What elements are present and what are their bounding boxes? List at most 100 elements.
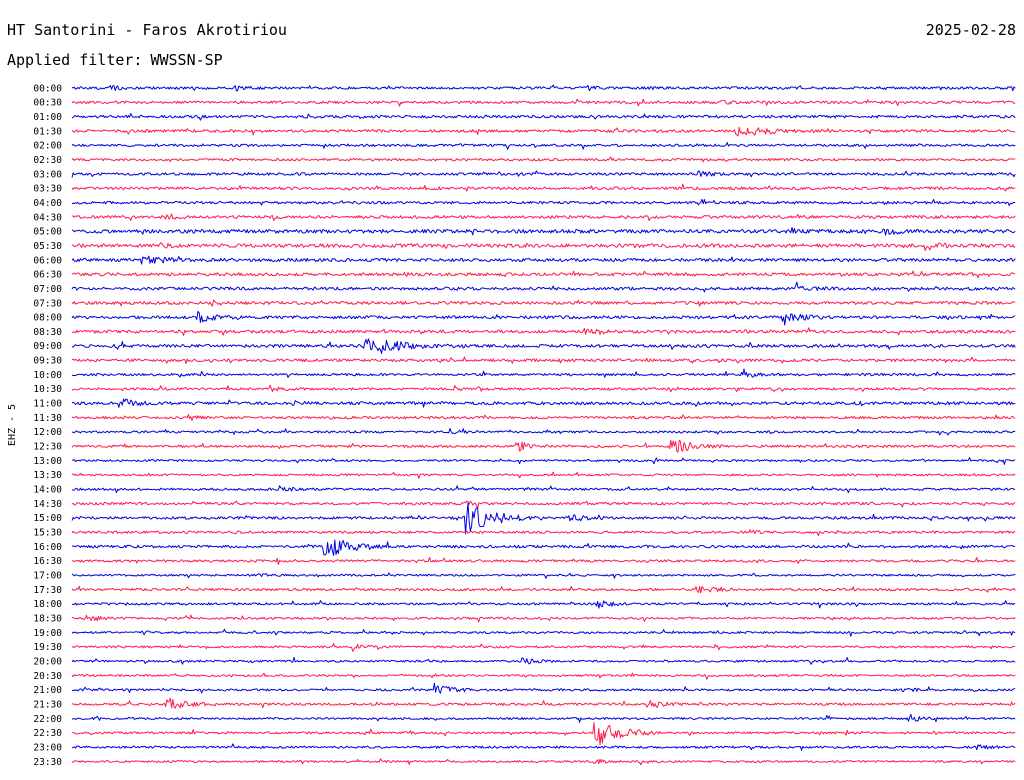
row-label-0900: 09:00 — [33, 341, 62, 352]
trace-row-0730 — [71, 299, 1016, 307]
trace-row-0530 — [71, 242, 1016, 252]
row-label-1730: 17:30 — [33, 585, 62, 596]
row-label-1230: 12:30 — [33, 442, 62, 453]
row-label-1800: 18:00 — [33, 599, 62, 610]
time-row-labels: 00:00 00:30 01:00 01:30 02:00 02:30 03:00 03:30… — [33, 83, 62, 768]
row-label-2230: 22:30 — [33, 728, 62, 739]
trace-row-2200 — [71, 713, 1016, 723]
row-label-0330: 03:30 — [33, 184, 62, 195]
row-label-1300: 13:00 — [33, 456, 62, 467]
trace-row-2330 — [71, 758, 1016, 766]
trace-row-1700 — [71, 572, 1016, 579]
trace-row-1600 — [71, 539, 1016, 556]
trace-row-0800 — [71, 310, 1016, 326]
row-label-0600: 06:00 — [33, 255, 62, 266]
row-label-1330: 13:30 — [33, 470, 62, 481]
filter-name: WWSSN-SP — [150, 51, 223, 69]
trace-row-2100 — [71, 682, 1016, 694]
trace-row-1030 — [71, 384, 1016, 393]
trace-row-2230 — [71, 722, 1016, 746]
trace-row-0600 — [71, 255, 1016, 265]
trace-row-0130 — [71, 126, 1016, 137]
station-title: HT Santorini - Faros Akrotiriou — [7, 21, 287, 39]
record-date: 2025-02-28 — [925, 21, 1016, 39]
row-label-0100: 01:00 — [33, 112, 62, 123]
trace-row-2130 — [71, 697, 1016, 709]
row-label-1630: 16:30 — [33, 556, 62, 567]
row-label-1500: 15:00 — [33, 513, 62, 524]
trace-row-0100 — [71, 113, 1016, 121]
trace-row-1530 — [71, 529, 1016, 537]
trace-row-1900 — [71, 628, 1016, 637]
row-label-0300: 03:00 — [33, 169, 62, 180]
row-label-2100: 21:00 — [33, 685, 62, 696]
row-label-1030: 10:30 — [33, 384, 62, 395]
row-label-2200: 22:00 — [33, 714, 62, 725]
row-label-2300: 23:00 — [33, 742, 62, 753]
trace-row-1730 — [71, 585, 1016, 594]
trace-row-0300 — [71, 170, 1016, 178]
row-label-0530: 05:30 — [33, 241, 62, 252]
trace-row-1100 — [71, 398, 1016, 408]
trace-row-0230 — [71, 156, 1016, 163]
trace-row-1800 — [71, 600, 1016, 609]
row-label-1130: 11:30 — [33, 413, 62, 424]
row-label-1700: 17:00 — [33, 571, 62, 582]
row-label-0400: 04:00 — [33, 198, 62, 209]
row-label-1930: 19:30 — [33, 642, 62, 653]
trace-row-1000 — [71, 368, 1016, 378]
row-label-0200: 02:00 — [33, 141, 62, 152]
trace-row-0500 — [71, 227, 1016, 236]
trace-row-2000 — [71, 656, 1016, 665]
row-label-0500: 05:00 — [33, 227, 62, 238]
row-label-2330: 23:30 — [33, 757, 62, 768]
trace-row-0900 — [71, 338, 1016, 354]
trace-row-1230 — [71, 439, 1016, 453]
trace-row-2300 — [71, 743, 1016, 751]
row-label-1830: 18:30 — [33, 614, 62, 625]
row-label-0830: 08:30 — [33, 327, 62, 338]
row-label-0230: 02:30 — [33, 155, 62, 166]
trace-row-1200 — [71, 428, 1016, 436]
row-label-0000: 00:00 — [33, 83, 62, 94]
trace-row-0630 — [71, 270, 1016, 279]
row-label-1000: 10:00 — [33, 370, 62, 381]
row-label-0930: 09:30 — [33, 356, 62, 367]
row-label-2130: 21:30 — [33, 699, 62, 710]
row-label-0430: 04:30 — [33, 212, 62, 223]
trace-row-0030 — [71, 98, 1016, 107]
trace-row-1500 — [71, 502, 1016, 535]
trace-row-0330 — [71, 183, 1016, 192]
trace-row-1400 — [71, 485, 1016, 494]
trace-row-1300 — [71, 457, 1016, 465]
trace-row-0200 — [71, 142, 1016, 150]
row-label-1530: 15:30 — [33, 528, 62, 539]
trace-row-0400 — [71, 198, 1016, 206]
row-label-1200: 12:00 — [33, 427, 62, 438]
trace-row-1330 — [71, 471, 1016, 479]
trace-row-0430 — [71, 213, 1016, 222]
filter-label: Applied filter: — [7, 51, 143, 69]
row-label-0130: 01:30 — [33, 126, 62, 137]
row-label-1400: 14:00 — [33, 485, 62, 496]
row-label-2030: 20:30 — [33, 671, 62, 682]
row-label-1900: 19:00 — [33, 628, 62, 639]
row-label-0730: 07:30 — [33, 298, 62, 309]
row-label-0800: 08:00 — [33, 313, 62, 324]
trace-row-1130 — [71, 414, 1016, 421]
trace-row-1430 — [71, 500, 1016, 509]
row-label-1100: 11:00 — [33, 399, 62, 410]
row-label-1600: 16:00 — [33, 542, 62, 553]
seismic-traces — [71, 84, 1016, 766]
row-label-1430: 14:30 — [33, 499, 62, 510]
trace-row-2030 — [71, 672, 1016, 680]
row-label-2000: 20:00 — [33, 657, 62, 668]
trace-row-0930 — [71, 356, 1016, 365]
row-label-0700: 07:00 — [33, 284, 62, 295]
row-label-0630: 06:30 — [33, 270, 62, 281]
trace-row-1930 — [71, 643, 1016, 652]
trace-row-0000 — [71, 84, 1016, 92]
trace-row-0830 — [71, 327, 1016, 336]
filter-line: Applied filter: WWSSN-SP — [7, 50, 223, 70]
